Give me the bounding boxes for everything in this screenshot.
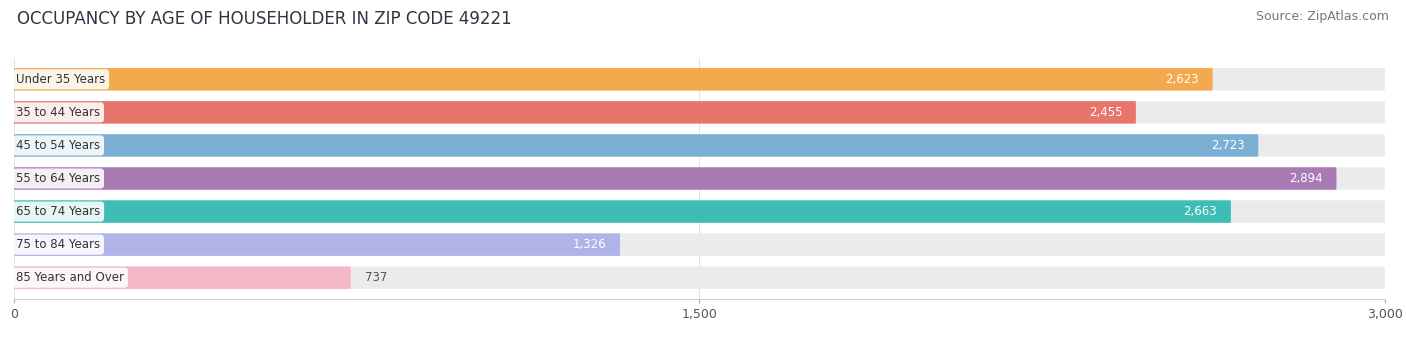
FancyBboxPatch shape [14,101,1385,124]
Text: 1,326: 1,326 [572,238,606,251]
FancyBboxPatch shape [14,167,1337,190]
Text: 2,623: 2,623 [1166,73,1199,86]
Text: 2,894: 2,894 [1289,172,1323,185]
FancyBboxPatch shape [14,200,1385,223]
Text: 45 to 54 Years: 45 to 54 Years [17,139,100,152]
Text: Under 35 Years: Under 35 Years [17,73,105,86]
Text: 55 to 64 Years: 55 to 64 Years [17,172,100,185]
FancyBboxPatch shape [14,233,620,256]
FancyBboxPatch shape [14,200,1230,223]
Text: OCCUPANCY BY AGE OF HOUSEHOLDER IN ZIP CODE 49221: OCCUPANCY BY AGE OF HOUSEHOLDER IN ZIP C… [17,10,512,28]
Text: 85 Years and Over: 85 Years and Over [17,271,124,284]
FancyBboxPatch shape [14,68,1212,90]
Text: 65 to 74 Years: 65 to 74 Years [17,205,101,218]
Text: 2,663: 2,663 [1184,205,1218,218]
FancyBboxPatch shape [14,101,1136,124]
Text: 2,455: 2,455 [1088,106,1122,119]
FancyBboxPatch shape [14,134,1258,157]
Text: Source: ZipAtlas.com: Source: ZipAtlas.com [1256,10,1389,23]
FancyBboxPatch shape [14,233,1385,256]
Text: 737: 737 [364,271,387,284]
FancyBboxPatch shape [14,134,1385,157]
Text: 35 to 44 Years: 35 to 44 Years [17,106,100,119]
FancyBboxPatch shape [14,167,1385,190]
FancyBboxPatch shape [14,267,352,289]
FancyBboxPatch shape [14,68,1385,90]
FancyBboxPatch shape [14,267,1385,289]
Text: 75 to 84 Years: 75 to 84 Years [17,238,100,251]
Text: 2,723: 2,723 [1211,139,1244,152]
